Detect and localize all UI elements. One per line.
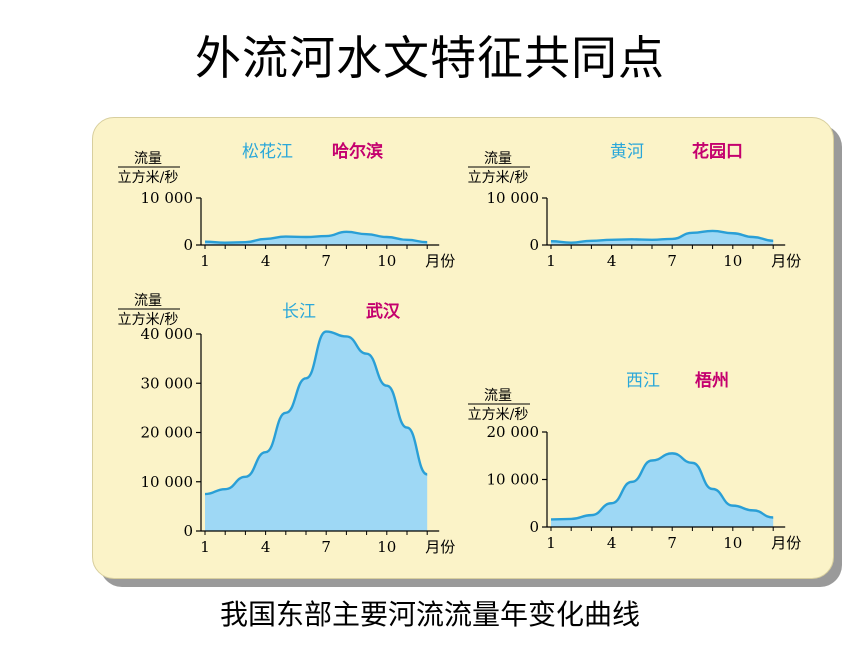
x-tick-label: 4 [607, 252, 617, 270]
chart-4 [468, 403, 786, 531]
x-tick-label: 7 [321, 538, 331, 556]
y-unit-top: 流量 [134, 151, 162, 167]
y-tick-label: 30 000 [141, 374, 194, 392]
x-tick-label: 10 [377, 538, 396, 556]
chart-2 [468, 166, 786, 249]
river-name: 黄河 [610, 142, 644, 162]
x-tick-label: 7 [321, 252, 331, 270]
flow-line [204, 330, 428, 496]
x-tick-label: 10 [723, 534, 742, 552]
x-tick-label: 1 [200, 252, 210, 270]
y-tick-label: 40 000 [141, 325, 194, 343]
y-unit-top: 流量 [484, 388, 512, 404]
station-name: 哈尔滨 [332, 141, 383, 162]
y-tick-label: 10 000 [487, 471, 540, 489]
river-name: 松花江 [242, 142, 293, 162]
y-tick-label: 0 [529, 236, 539, 254]
y-unit-top: 流量 [484, 151, 512, 167]
y-unit-top: 流量 [134, 293, 162, 309]
x-tick-label: 10 [377, 252, 396, 270]
y-unit-bottom: 立方米/秒 [118, 312, 179, 328]
river-name: 西江 [626, 371, 660, 391]
y-unit-bottom: 立方米/秒 [468, 407, 529, 423]
y-tick-label: 10 000 [487, 189, 540, 207]
y-tick-label: 20 000 [487, 423, 540, 441]
river-name: 长江 [282, 302, 316, 322]
y-unit-bottom: 立方米/秒 [468, 170, 529, 186]
x-tick-label: 4 [607, 534, 617, 552]
station-name: 花园口 [692, 141, 743, 162]
x-tick-label: 4 [261, 252, 271, 270]
station-name: 武汉 [366, 301, 401, 322]
chart-1 [118, 166, 440, 249]
y-tick-label: 20 000 [141, 424, 194, 442]
flow-area [551, 230, 774, 245]
y-tick-label: 10 000 [141, 189, 194, 207]
figure-caption: 我国东部主要河流流量年变化曲线 [219, 598, 640, 631]
station-name: 梧州 [695, 370, 729, 391]
x-tick-label: 7 [667, 252, 677, 270]
y-tick-label: 0 [529, 518, 539, 536]
x-tick-label: 1 [546, 252, 556, 270]
flow-area [551, 453, 774, 527]
x-tick-label: 4 [261, 538, 271, 556]
x-tick-label: 1 [546, 534, 556, 552]
x-unit-label: 月份 [771, 534, 801, 552]
chart-3 [118, 308, 440, 535]
slide-title: 外流河水文特征共同点 [195, 31, 665, 85]
y-tick-label: 10 000 [141, 473, 194, 491]
flow-area [205, 331, 428, 531]
x-tick-label: 1 [200, 538, 210, 556]
chart-panel: 10 000 0 1 4 7 10 月份 流量 立方米/秒 松花江 哈尔滨 10 000 0 1 4 7 10 月… [92, 117, 842, 587]
flow-line [550, 229, 774, 244]
flow-line [204, 230, 428, 244]
y-unit-bottom: 立方米/秒 [118, 170, 179, 186]
x-unit-label: 月份 [425, 252, 455, 270]
y-tick-label: 0 [183, 236, 193, 254]
y-tick-label: 0 [183, 522, 193, 540]
x-tick-label: 7 [667, 534, 677, 552]
x-tick-label: 10 [723, 252, 742, 270]
flow-line [550, 452, 774, 521]
x-unit-label: 月份 [425, 538, 455, 556]
x-unit-label: 月份 [771, 252, 801, 270]
